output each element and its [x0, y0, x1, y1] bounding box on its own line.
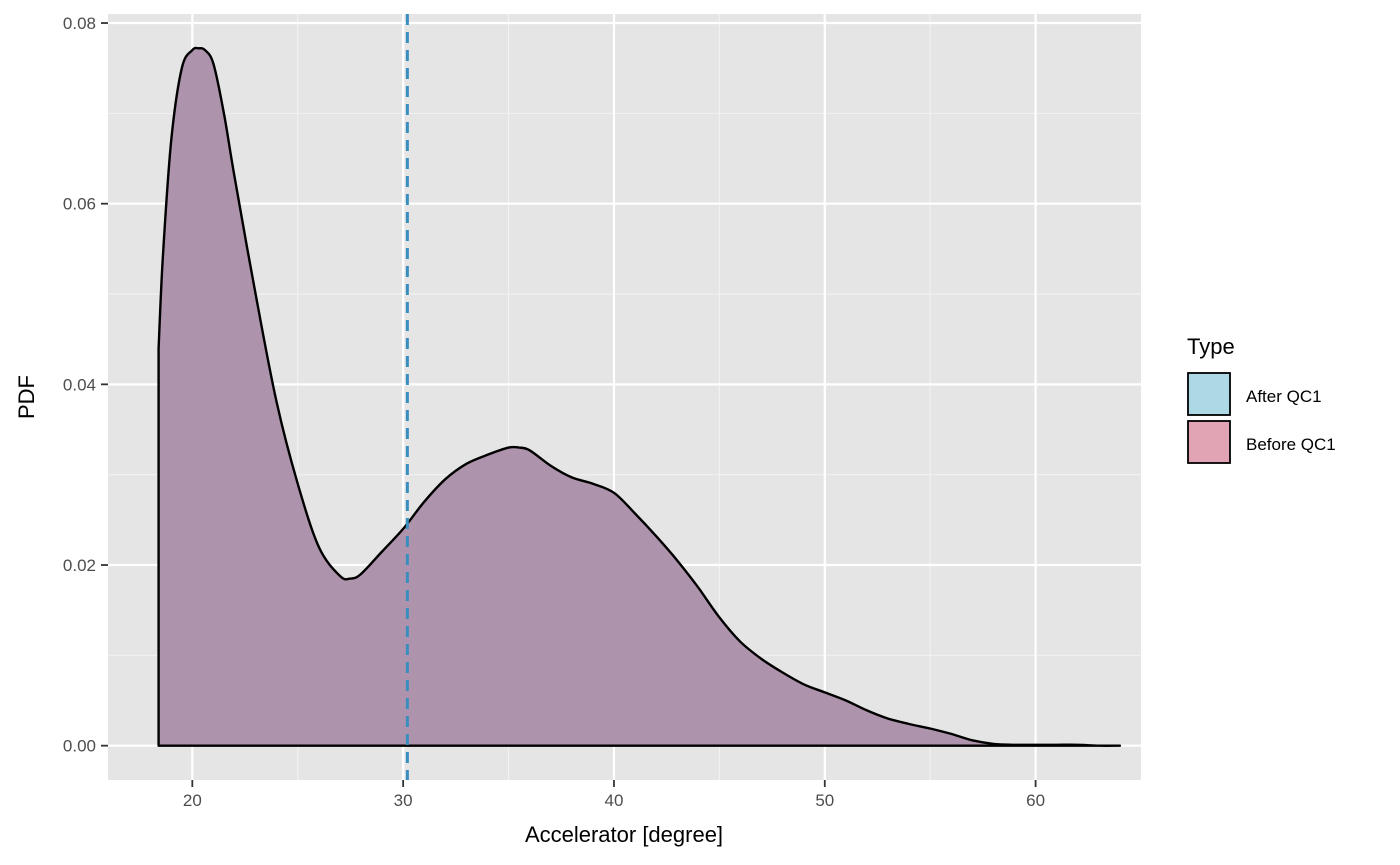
legend-title: Type	[1187, 334, 1235, 359]
legend-key-before-qc1	[1187, 420, 1231, 464]
legend-label-before-qc1: Before QC1	[1246, 435, 1336, 454]
x-tick-label-3: 50	[815, 791, 834, 810]
y-tick-label-2: 0.04	[63, 375, 96, 394]
legend-label-after-qc1: After QC1	[1246, 387, 1322, 406]
legend-key-after-qc1	[1187, 372, 1231, 416]
y-tick-label-4: 0.08	[63, 14, 96, 33]
minor-gridlines	[108, 14, 1141, 780]
y-tick-label-3: 0.06	[63, 195, 96, 214]
x-axis-title: Accelerator [degree]	[525, 822, 723, 847]
x-tick-label-2: 40	[604, 791, 623, 810]
x-axis: 20 30 40 50 60	[183, 780, 1045, 810]
legend: Type After QC1 Before QC1	[1187, 334, 1336, 464]
x-tick-label-1: 30	[394, 791, 413, 810]
y-tick-label-1: 0.02	[63, 556, 96, 575]
x-tick-label-0: 20	[183, 791, 202, 810]
x-tick-label-4: 60	[1026, 791, 1045, 810]
y-axis: 0.00 0.02 0.04 0.06 0.08	[63, 14, 108, 756]
y-axis-title: PDF	[14, 375, 39, 419]
y-tick-label-0: 0.00	[63, 737, 96, 756]
density-area-before-qc1	[157, 46, 1122, 747]
